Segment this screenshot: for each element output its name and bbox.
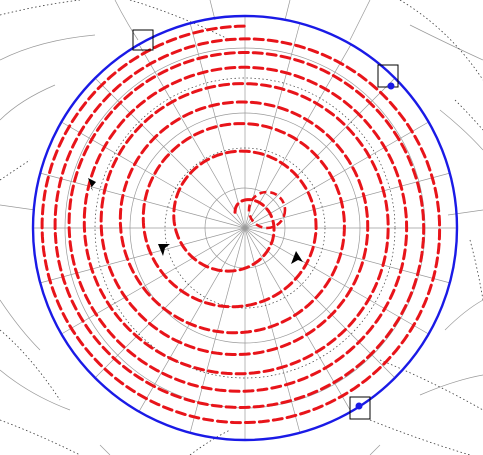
direction-arrows — [88, 178, 303, 264]
arrowhead-icon — [158, 244, 170, 256]
boundary-marker — [349, 396, 371, 420]
inner-loop — [247, 190, 287, 230]
radial-grid-line — [61, 227, 246, 335]
radial-grid-line — [244, 172, 450, 229]
radial-grid-line — [244, 227, 450, 284]
radial-grid-line — [40, 227, 246, 284]
radial-grid-line — [94, 227, 246, 379]
spiral-trajectory — [40, 24, 442, 425]
radial-grid-line — [138, 227, 246, 412]
dot-marker-icon — [387, 82, 395, 90]
radial-grid-lines — [33, 16, 457, 440]
polar-grid-circle — [164, 147, 326, 309]
arrowhead-icon — [88, 178, 96, 191]
polar-grid-circle — [129, 112, 361, 344]
boundary-marker — [377, 64, 399, 90]
polar-grid-circle — [94, 77, 396, 379]
boundary-marker — [132, 29, 154, 51]
square-marker-icon — [132, 29, 154, 51]
radial-grid-line — [138, 44, 246, 229]
trajectory-curve — [40, 24, 442, 425]
radial-grid-line — [244, 227, 396, 379]
boundary-markers — [132, 29, 399, 420]
radial-grid-line — [244, 227, 429, 335]
dot-marker-icon — [355, 402, 363, 410]
arrowhead-icon — [291, 251, 303, 264]
radial-grid-line — [244, 227, 352, 412]
square-marker-icon — [349, 396, 371, 420]
boundary-circle — [31, 14, 459, 442]
